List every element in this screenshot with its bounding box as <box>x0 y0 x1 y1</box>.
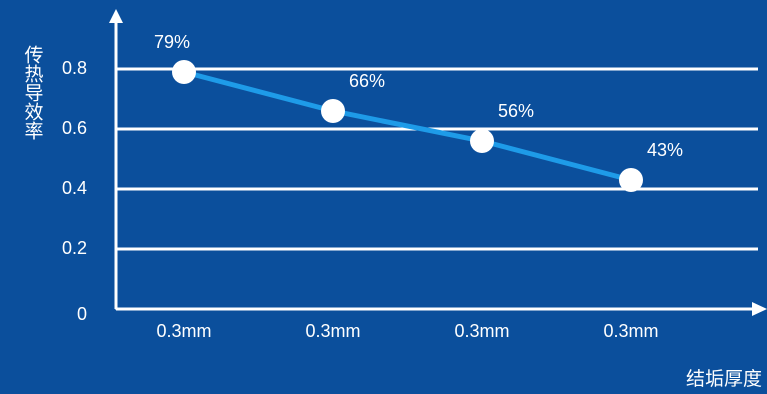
y-axis-label: 传热导效率 <box>22 45 44 140</box>
point <box>321 99 345 123</box>
data-label: 56% <box>498 101 534 121</box>
point <box>470 129 494 153</box>
y-tick-label: 0 <box>77 304 87 324</box>
x-tick-label: 0.3mm <box>156 321 211 341</box>
point <box>619 168 643 192</box>
y-tick-label: 0.8 <box>62 58 87 78</box>
x-axis-arrow <box>752 302 767 316</box>
data-label: 43% <box>647 140 683 160</box>
data-label: 66% <box>349 71 385 91</box>
x-tick-label: 0.3mm <box>454 321 509 341</box>
y-axis-arrow <box>109 9 123 23</box>
data-label: 79% <box>154 32 190 52</box>
x-axis-label: 结垢厚度 <box>686 368 762 390</box>
y-tick-label: 0.2 <box>62 238 87 258</box>
x-tick-label: 0.3mm <box>603 321 658 341</box>
x-tick-label: 0.3mm <box>305 321 360 341</box>
y-tick-label: 0.4 <box>62 178 87 198</box>
line <box>183 69 632 183</box>
y-tick-label: 0.6 <box>62 118 87 138</box>
point <box>172 60 196 84</box>
